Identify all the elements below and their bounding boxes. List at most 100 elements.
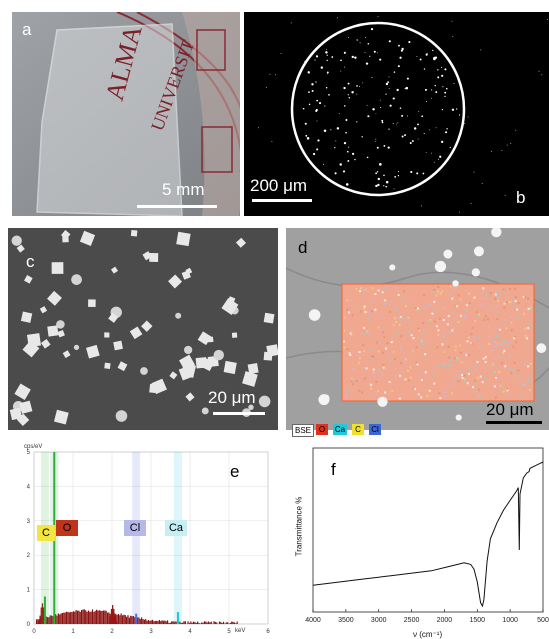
- x-tick-label: 3500: [338, 617, 354, 624]
- map-pixel: [510, 321, 513, 324]
- particle-dot: [449, 146, 451, 149]
- particle-dot: [351, 90, 354, 94]
- particle-dot: [441, 74, 444, 77]
- crystal: [11, 235, 22, 246]
- map-pixel: [344, 395, 347, 398]
- particle-dot: [392, 97, 395, 100]
- spectrum-bar: [86, 611, 88, 624]
- map-pixel: [441, 365, 444, 368]
- map-pixel: [385, 347, 388, 350]
- particle-dot: [344, 105, 346, 107]
- map-pixel: [468, 302, 471, 305]
- crystal: [248, 404, 254, 411]
- spectrum-bar: [206, 622, 208, 624]
- map-pixel: [375, 392, 378, 395]
- map-pixel: [457, 357, 460, 360]
- particle-dot: [359, 42, 361, 44]
- particle-dot: [364, 37, 366, 39]
- spectrum-bar: [236, 621, 238, 624]
- particle-dot: [338, 113, 340, 115]
- map-pixel: [350, 377, 353, 380]
- spectrum-bar: [154, 620, 156, 624]
- map-pixel: [523, 326, 526, 329]
- particle-dot: [392, 123, 394, 125]
- map-pixel: [447, 345, 450, 348]
- map-pixel: [363, 377, 366, 380]
- scale-bar-label: 20 μm: [208, 388, 256, 407]
- map-pixel: [395, 309, 398, 312]
- map-pixel: [381, 351, 384, 354]
- particle-dot: [446, 128, 448, 130]
- x-tick-label: 1: [71, 629, 75, 635]
- particle-dot: [541, 74, 543, 76]
- particle-dot: [336, 127, 340, 130]
- particle-dot: [273, 182, 275, 184]
- particle-dot: [317, 139, 320, 142]
- panel-label: d: [298, 238, 308, 257]
- x-tick-label: 5: [227, 629, 231, 635]
- particle-dot: [417, 123, 419, 126]
- map-pixel: [523, 308, 526, 311]
- map-pixel: [454, 349, 457, 352]
- spectrum-bar: [182, 622, 184, 624]
- particle-dot: [387, 81, 390, 83]
- map-pixel: [526, 380, 529, 383]
- particle-dot: [325, 86, 328, 89]
- map-pixel: [403, 362, 406, 365]
- map-pixel: [363, 307, 366, 310]
- map-pixel: [397, 293, 400, 296]
- particle-dot: [444, 91, 447, 94]
- particle-dot: [280, 52, 282, 54]
- map-pixel: [444, 395, 447, 398]
- particle-dot: [347, 82, 350, 85]
- map-pixel: [351, 367, 354, 370]
- particle-dot: [430, 152, 432, 154]
- particle-dot: [470, 202, 472, 204]
- particle-dot: [416, 56, 418, 58]
- map-pixel: [447, 294, 450, 297]
- map-pixel: [467, 336, 470, 339]
- map-pixel: [361, 391, 364, 394]
- particle-dot: [376, 52, 378, 54]
- map-pixel: [524, 296, 527, 299]
- map-pixel: [484, 361, 487, 364]
- map-pixel: [343, 346, 346, 349]
- spectrum-bar: [123, 614, 125, 624]
- particle-dot: [375, 113, 377, 115]
- map-pixel: [442, 336, 445, 339]
- map-pixel: [437, 333, 440, 336]
- particle-dot: [311, 83, 314, 86]
- map-pixel: [412, 350, 415, 353]
- crystal: [168, 274, 183, 289]
- particle-dot: [430, 97, 432, 99]
- spectrum-bar: [213, 621, 215, 624]
- peak-band-ca: [173, 452, 182, 624]
- map-pixel: [502, 352, 505, 355]
- particle-dot: [356, 85, 358, 87]
- spectrum-bar: [229, 622, 231, 624]
- map-pixel: [383, 335, 386, 338]
- map-pixel: [451, 297, 454, 300]
- particle-dot: [453, 83, 455, 85]
- panel-label: f: [331, 460, 336, 479]
- crystal: [62, 350, 71, 359]
- map-pixel: [481, 381, 484, 384]
- map-pixel: [343, 316, 346, 319]
- spectrum-bar: [115, 621, 117, 624]
- map-pixel: [505, 327, 508, 330]
- spectrum-bar: [46, 623, 48, 624]
- particle-dot: [421, 115, 424, 118]
- crystal: [223, 360, 237, 375]
- particle-dot: [372, 108, 375, 111]
- map-pixel: [465, 308, 468, 311]
- map-pixel: [455, 359, 458, 362]
- particle-dot: [348, 97, 350, 99]
- map-pixel: [381, 329, 384, 332]
- x-tick-label: 6: [266, 629, 270, 635]
- spectrum-bar: [190, 621, 192, 624]
- spectrum-bar: [173, 621, 176, 624]
- spectrum-bar: [64, 612, 66, 624]
- map-pixel: [372, 355, 375, 358]
- map-pixel: [500, 343, 503, 346]
- map-pixel: [372, 376, 375, 379]
